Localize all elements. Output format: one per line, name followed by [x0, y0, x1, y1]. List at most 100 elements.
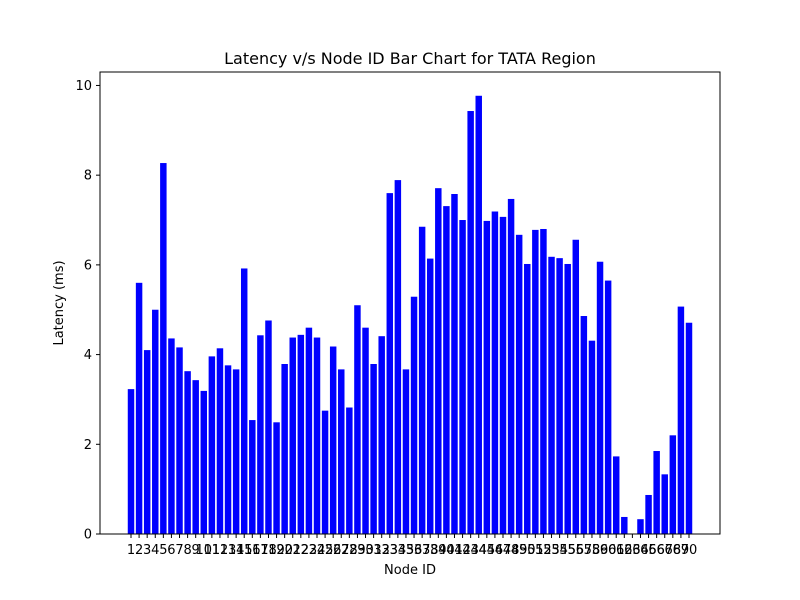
bar-node-10 [200, 390, 208, 534]
bar-node-7 [176, 347, 183, 534]
bar-node-62 [621, 516, 628, 534]
x-tick-label: 38 [422, 543, 439, 558]
x-tick-label: 59 [592, 543, 609, 558]
x-tick-label: 26 [325, 543, 342, 558]
x-tick-label: 67 [656, 543, 673, 558]
x-tick-label: 36 [406, 543, 423, 558]
y-tick-label: 6 [84, 258, 92, 273]
x-tick-label: 66 [648, 543, 665, 558]
bar-node-48 [507, 198, 515, 534]
x-tick-label: 51 [527, 543, 544, 558]
x-tick-label: 58 [584, 543, 601, 558]
x-tick-label: 68 [665, 543, 682, 558]
bar-node-37 [418, 226, 426, 534]
y-axis-label: Latency (ms) [52, 260, 67, 345]
bar-node-51 [532, 229, 539, 534]
bar-node-12 [216, 348, 224, 534]
x-tick-label: 44 [470, 543, 487, 558]
bar-node-70 [685, 322, 693, 534]
x-tick-label: 42 [454, 543, 471, 558]
bar-node-24 [313, 337, 321, 534]
chart-title: Latency v/s Node ID Bar Chart for TATA R… [224, 49, 596, 68]
bar-node-58 [588, 340, 596, 534]
bar-node-32 [378, 336, 385, 534]
bar-node-42 [459, 220, 466, 534]
bar-node-53 [548, 256, 555, 534]
x-tick-label: 35 [398, 543, 415, 558]
bar-node-15 [240, 268, 248, 534]
bar-node-13 [224, 365, 232, 534]
bar-node-60 [604, 280, 612, 534]
bar-node-49 [515, 234, 523, 534]
x-axis-label: Node ID [384, 563, 436, 578]
bar-node-57 [580, 316, 588, 534]
x-tick-label: 65 [640, 543, 657, 558]
x-tick-label: 9 [192, 543, 200, 558]
x-tick-label: 7 [175, 543, 183, 558]
bar-node-34 [394, 180, 402, 534]
x-tick-label: 29 [349, 543, 366, 558]
x-tick-label: 27 [333, 543, 350, 558]
bar-node-65 [645, 494, 652, 534]
bar-node-54 [556, 258, 563, 534]
bar-node-56 [572, 239, 580, 534]
bar-node-5 [160, 163, 167, 535]
x-tick-label: 6 [167, 543, 175, 558]
x-tick-label: 64 [632, 543, 649, 558]
bar-node-20 [281, 364, 288, 534]
bar-node-28 [346, 407, 353, 534]
x-tick-label: 10 [196, 543, 213, 558]
x-tick-label: 53 [543, 543, 560, 558]
x-tick-label: 45 [479, 543, 496, 558]
x-tick-label: 56 [568, 543, 585, 558]
x-tick-label: 20 [276, 543, 293, 558]
bar-node-26 [329, 346, 337, 534]
x-tick-label: 11 [204, 543, 221, 558]
x-tick-label: 69 [673, 543, 690, 558]
x-tick-label: 54 [551, 543, 568, 558]
bar-node-40 [443, 206, 450, 535]
x-tick-label: 15 [236, 543, 253, 558]
x-tick-label: 39 [430, 543, 447, 558]
x-tick-label: 2 [135, 543, 143, 558]
x-tick-label: 47 [495, 543, 512, 558]
bar-node-14 [232, 369, 240, 534]
x-tick-label: 1 [127, 543, 135, 558]
x-tick-label: 37 [414, 543, 431, 558]
x-tick-label: 30 [357, 543, 374, 558]
bar-node-46 [491, 211, 499, 534]
x-tick-label: 16 [244, 543, 261, 558]
bar-node-23 [305, 327, 313, 534]
axes-frame [99, 71, 721, 535]
x-tick-label: 12 [212, 543, 229, 558]
x-tick-label: 31 [365, 543, 382, 558]
x-tick-label: 43 [462, 543, 479, 558]
x-tick-label: 50 [519, 543, 536, 558]
x-tick-label: 63 [624, 543, 641, 558]
bar-node-55 [564, 263, 571, 534]
x-axis: 1 2 3 4 5 6 7 8 91011121314151617181920212223242… [127, 534, 697, 558]
x-tick-label: 49 [511, 543, 528, 558]
x-tick-label: 23 [301, 543, 318, 558]
bar-node-22 [297, 334, 305, 534]
bar-node-41 [451, 194, 458, 534]
x-tick-label: 62 [616, 543, 633, 558]
y-tick-label: 8 [84, 169, 92, 184]
bar-node-69 [677, 306, 685, 534]
x-tick-label: 18 [260, 543, 277, 558]
x-tick-label: 22 [293, 543, 310, 558]
x-tick-label: 48 [503, 543, 520, 558]
x-tick-label: 52 [535, 543, 552, 558]
x-tick-label: 41 [446, 543, 463, 558]
y-axis: 0 2 4 6 8 10 [75, 79, 100, 543]
bar-node-43 [467, 111, 474, 535]
bar-node-64 [637, 519, 644, 534]
bar-node-8 [184, 371, 191, 534]
bars-layer [127, 95, 693, 535]
y-tick-label: 0 [84, 528, 92, 543]
x-tick-label: 70 [681, 543, 698, 558]
bar-node-67 [661, 474, 668, 534]
bar-node-31 [370, 364, 377, 534]
bar-node-68 [669, 435, 677, 534]
